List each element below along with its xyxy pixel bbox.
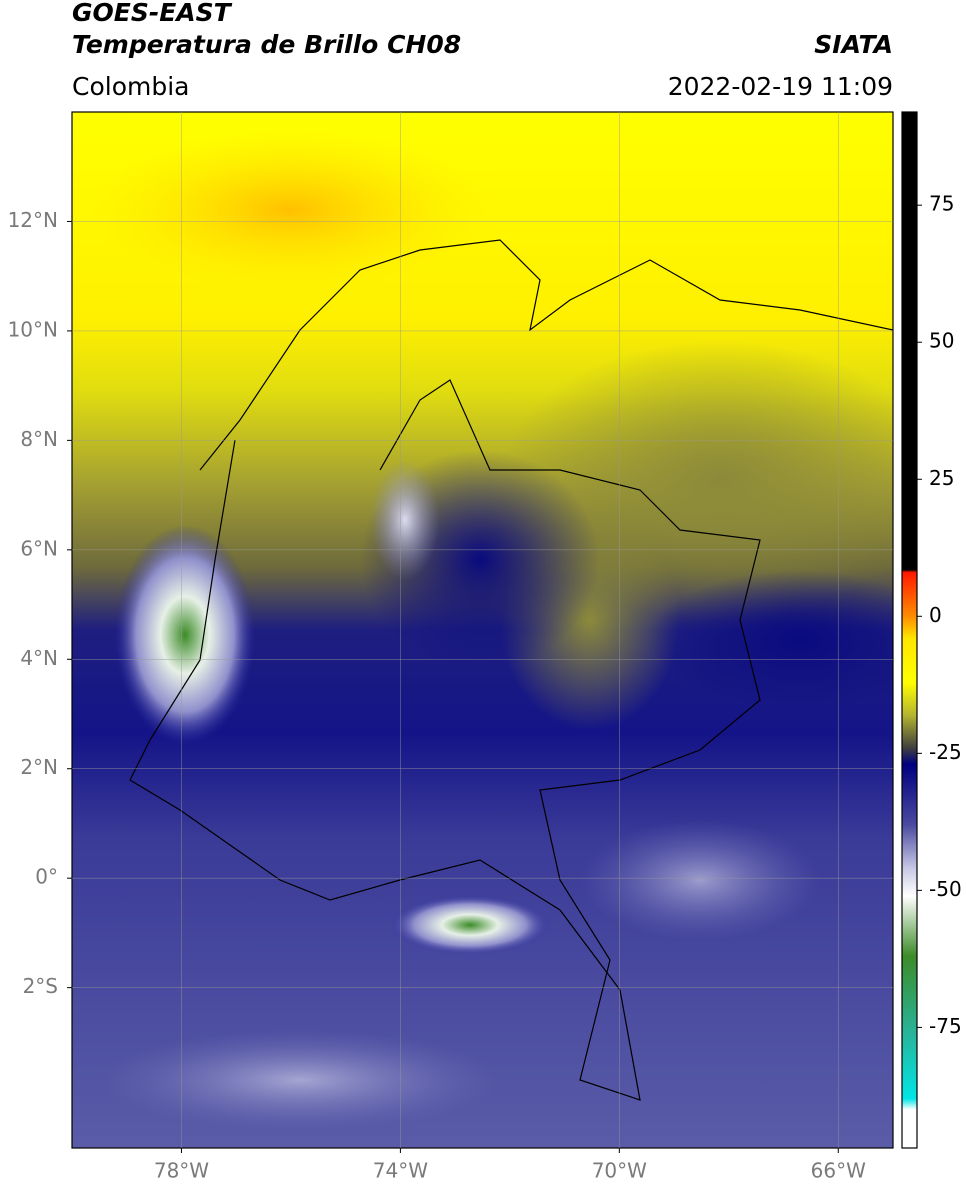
- colorbar-tick-label: 25: [929, 466, 954, 490]
- colorbar-tick-label: 50: [929, 329, 954, 353]
- y-tick-label: 10°N: [8, 317, 58, 341]
- colorbar-tick-label: -50: [929, 877, 962, 901]
- x-tick-label: 78°W: [154, 1159, 209, 1183]
- y-tick-label: 6°N: [20, 536, 58, 560]
- x-tick-label: 66°W: [811, 1159, 866, 1183]
- datetime: 2022-02-19 11:09: [668, 72, 893, 101]
- y-tick-label: 8°N: [20, 427, 58, 451]
- region: Colombia: [72, 72, 189, 101]
- x-tick-label: 70°W: [592, 1159, 647, 1183]
- subtitle: Temperatura de Brillo CH08: [72, 30, 461, 59]
- y-tick-label: 0°: [35, 865, 58, 889]
- colorbar-tick-label: 0: [929, 603, 942, 627]
- source: SIATA: [814, 30, 893, 59]
- x-tick-label: 74°W: [373, 1159, 428, 1183]
- colorbar-tick-label: -75: [929, 1014, 962, 1038]
- colorbar: [901, 111, 918, 1149]
- title: GOES-EAST: [72, 0, 233, 27]
- colorbar-tick-label: -25: [929, 740, 962, 764]
- y-tick-label: 2°N: [20, 755, 58, 779]
- y-tick-label: 2°S: [23, 974, 58, 998]
- y-tick-label: 4°N: [20, 646, 58, 670]
- colorbar-tick-label: 75: [929, 192, 954, 216]
- map-frame: [71, 111, 894, 1149]
- map-image: [72, 112, 893, 1148]
- y-tick-label: 12°N: [8, 208, 58, 232]
